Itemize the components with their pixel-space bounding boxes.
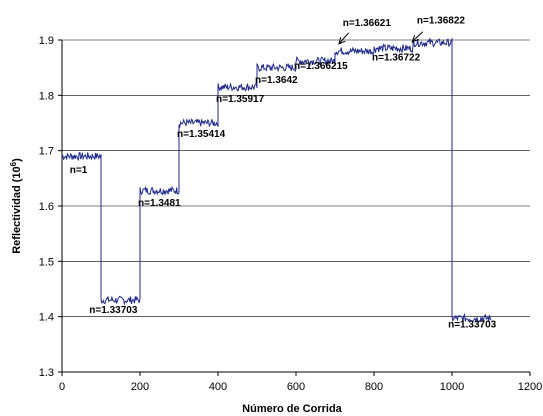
x-tick-label: 0 — [59, 381, 65, 393]
y-axis-title-exponent: 6 — [9, 161, 18, 166]
x-tick-label: 1200 — [518, 381, 542, 393]
annotation-label: n=1.366215 — [294, 61, 348, 72]
annotation-label: n=1 — [70, 165, 88, 176]
y-tick-label: 1.3 — [39, 367, 54, 379]
x-tick-label: 1000 — [440, 381, 464, 393]
y-tick-label: 1.5 — [39, 256, 54, 268]
annotation-label: n=1.36822 — [417, 15, 466, 26]
y-axis-title-main: Reflectividad (10 — [11, 166, 23, 253]
annotations: n=1 n=1.33703 n=1.3481 n=1.35414 n=1.35917 n=… — [70, 15, 497, 330]
y-tick-label: 1.9 — [39, 35, 54, 47]
y-tick-label: 1.4 — [39, 312, 54, 324]
x-tick-label: 400 — [209, 381, 227, 393]
y-tick-label: 1.8 — [39, 90, 54, 102]
y-tick-label: 1.7 — [39, 146, 54, 158]
y-axis-title-close: ) — [11, 158, 23, 162]
annotation-label: n=1.35414 — [177, 129, 226, 140]
annotation-arrow — [411, 31, 424, 43]
y-tick-label: 1.6 — [39, 201, 54, 213]
x-tick-label: 600 — [287, 381, 305, 393]
annotation-label: n=1.3642 — [255, 75, 298, 86]
reflectivity-series-line — [61, 37, 492, 324]
x-tick-label: 800 — [365, 381, 383, 393]
series — [61, 37, 492, 324]
annotation-arrow — [338, 32, 350, 45]
annotation-label: n=1.36722 — [372, 52, 421, 63]
annotation-label: n=1.3481 — [138, 198, 181, 209]
tick-labels: 1.3 1.4 1.5 1.6 1.7 1.8 1.9 0 200 400 600 800 1000 12… — [39, 35, 543, 393]
annotation-label: n=1.36621 — [343, 18, 392, 29]
annotation-label: n=1.35917 — [216, 94, 265, 105]
x-tick-label: 200 — [131, 381, 149, 393]
y-axis-title: Reflectividad (106) — [9, 158, 23, 254]
x-axis-title: Número de Corrida — [242, 403, 343, 415]
annotation-label: n=1.33703 — [448, 320, 497, 331]
annotation-label: n=1.33703 — [89, 305, 138, 316]
